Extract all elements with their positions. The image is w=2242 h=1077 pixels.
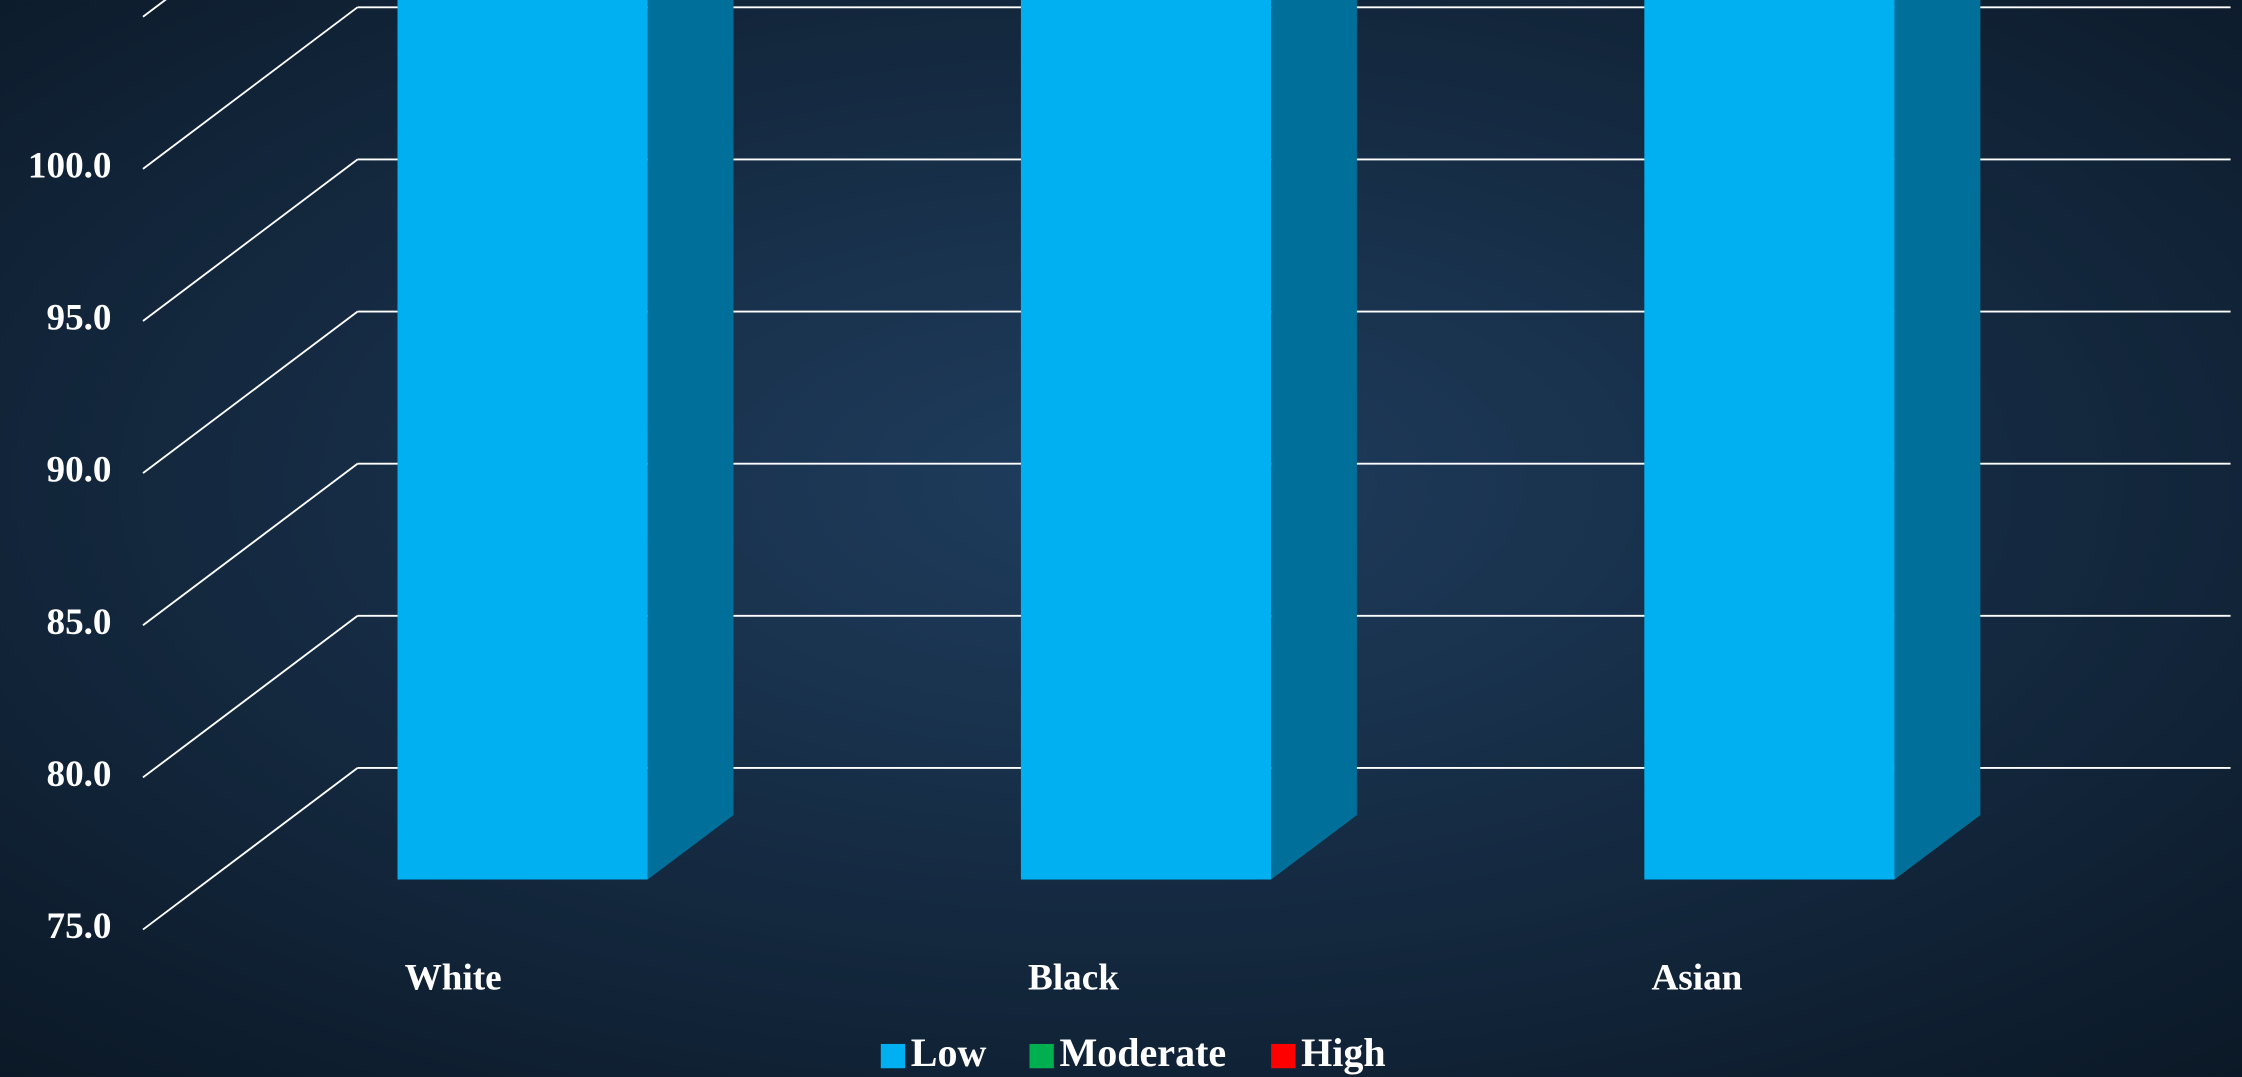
grid-diagonal	[142, 158, 359, 322]
grid-diagonal	[142, 767, 359, 931]
bar-segment	[397, 0, 648, 880]
x-tick-label: Black	[1028, 958, 1119, 999]
legend-label: Moderate	[1060, 1030, 1227, 1075]
y-tick-label: 75.0	[46, 906, 111, 947]
y-tick-label: 90.0	[46, 450, 111, 491]
bar-segment	[1020, 0, 1272, 880]
y-tick-label: 100.0	[28, 145, 112, 186]
legend-swatch	[880, 1043, 906, 1069]
legend-swatch	[1029, 1043, 1054, 1069]
bar-side	[1271, 0, 1357, 880]
grid-diagonal	[142, 310, 359, 474]
grid-diagonal	[142, 6, 359, 170]
grid-diagonal	[142, 615, 359, 779]
x-tick-label: White	[405, 958, 502, 999]
legend-swatch	[1271, 1043, 1296, 1069]
bar-side	[1894, 0, 1981, 880]
y-tick-label: 95.0	[46, 298, 111, 339]
bar-segment	[1644, 0, 1895, 880]
y-tick-label: 85.0	[46, 602, 111, 643]
x-tick-label: Asian	[1651, 958, 1742, 999]
legend-label: Low	[911, 1030, 987, 1075]
y-tick-label: 80.0	[46, 754, 111, 795]
grid-diagonal	[142, 462, 359, 627]
bar-side	[647, 0, 734, 880]
legend-label: High	[1301, 1030, 1386, 1075]
